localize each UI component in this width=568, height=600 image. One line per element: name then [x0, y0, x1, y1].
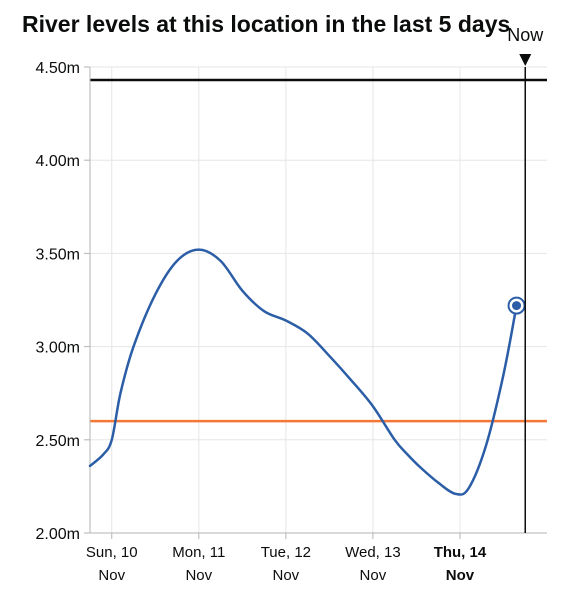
x-tick-label-month: Nov	[360, 567, 387, 584]
chart-title: River levels at this location in the las…	[22, 11, 510, 37]
threshold-lines	[90, 78, 547, 423]
grid	[90, 66, 547, 534]
y-tick-label: 4.50m	[36, 60, 80, 77]
y-tick-label: 4.00m	[36, 153, 80, 170]
x-tick-label-month: Nov	[446, 567, 475, 584]
x-tick-label-day: Mon, 11	[172, 544, 225, 561]
now-marker: Now	[507, 25, 544, 533]
y-tick-label: 2.00m	[36, 526, 80, 543]
now-label: Now	[507, 25, 544, 45]
y-tick-label: 3.00m	[36, 340, 80, 357]
x-tick-label-day: Wed, 13	[345, 544, 401, 561]
x-tick-label-month: Nov	[185, 567, 212, 584]
y-tick-label: 2.50m	[36, 433, 80, 450]
current-level-point	[512, 301, 522, 311]
series	[88, 248, 526, 496]
now-triangle-icon	[519, 54, 532, 66]
x-tick-label-month: Nov	[98, 567, 125, 584]
x-tick-label-day: Sun, 10	[86, 544, 138, 561]
series-line	[88, 248, 518, 496]
x-tick-label-month: Nov	[273, 567, 300, 584]
x-tick-label-day: Thu, 14	[434, 544, 487, 561]
axes: 2.00m 2.50m 3.00m 3.50m 4.00m 4.50m Sun, 10 Nov…	[36, 60, 547, 584]
x-tick-label-day: Tue, 12	[261, 544, 311, 561]
y-tick-label: 3.50m	[36, 246, 80, 263]
